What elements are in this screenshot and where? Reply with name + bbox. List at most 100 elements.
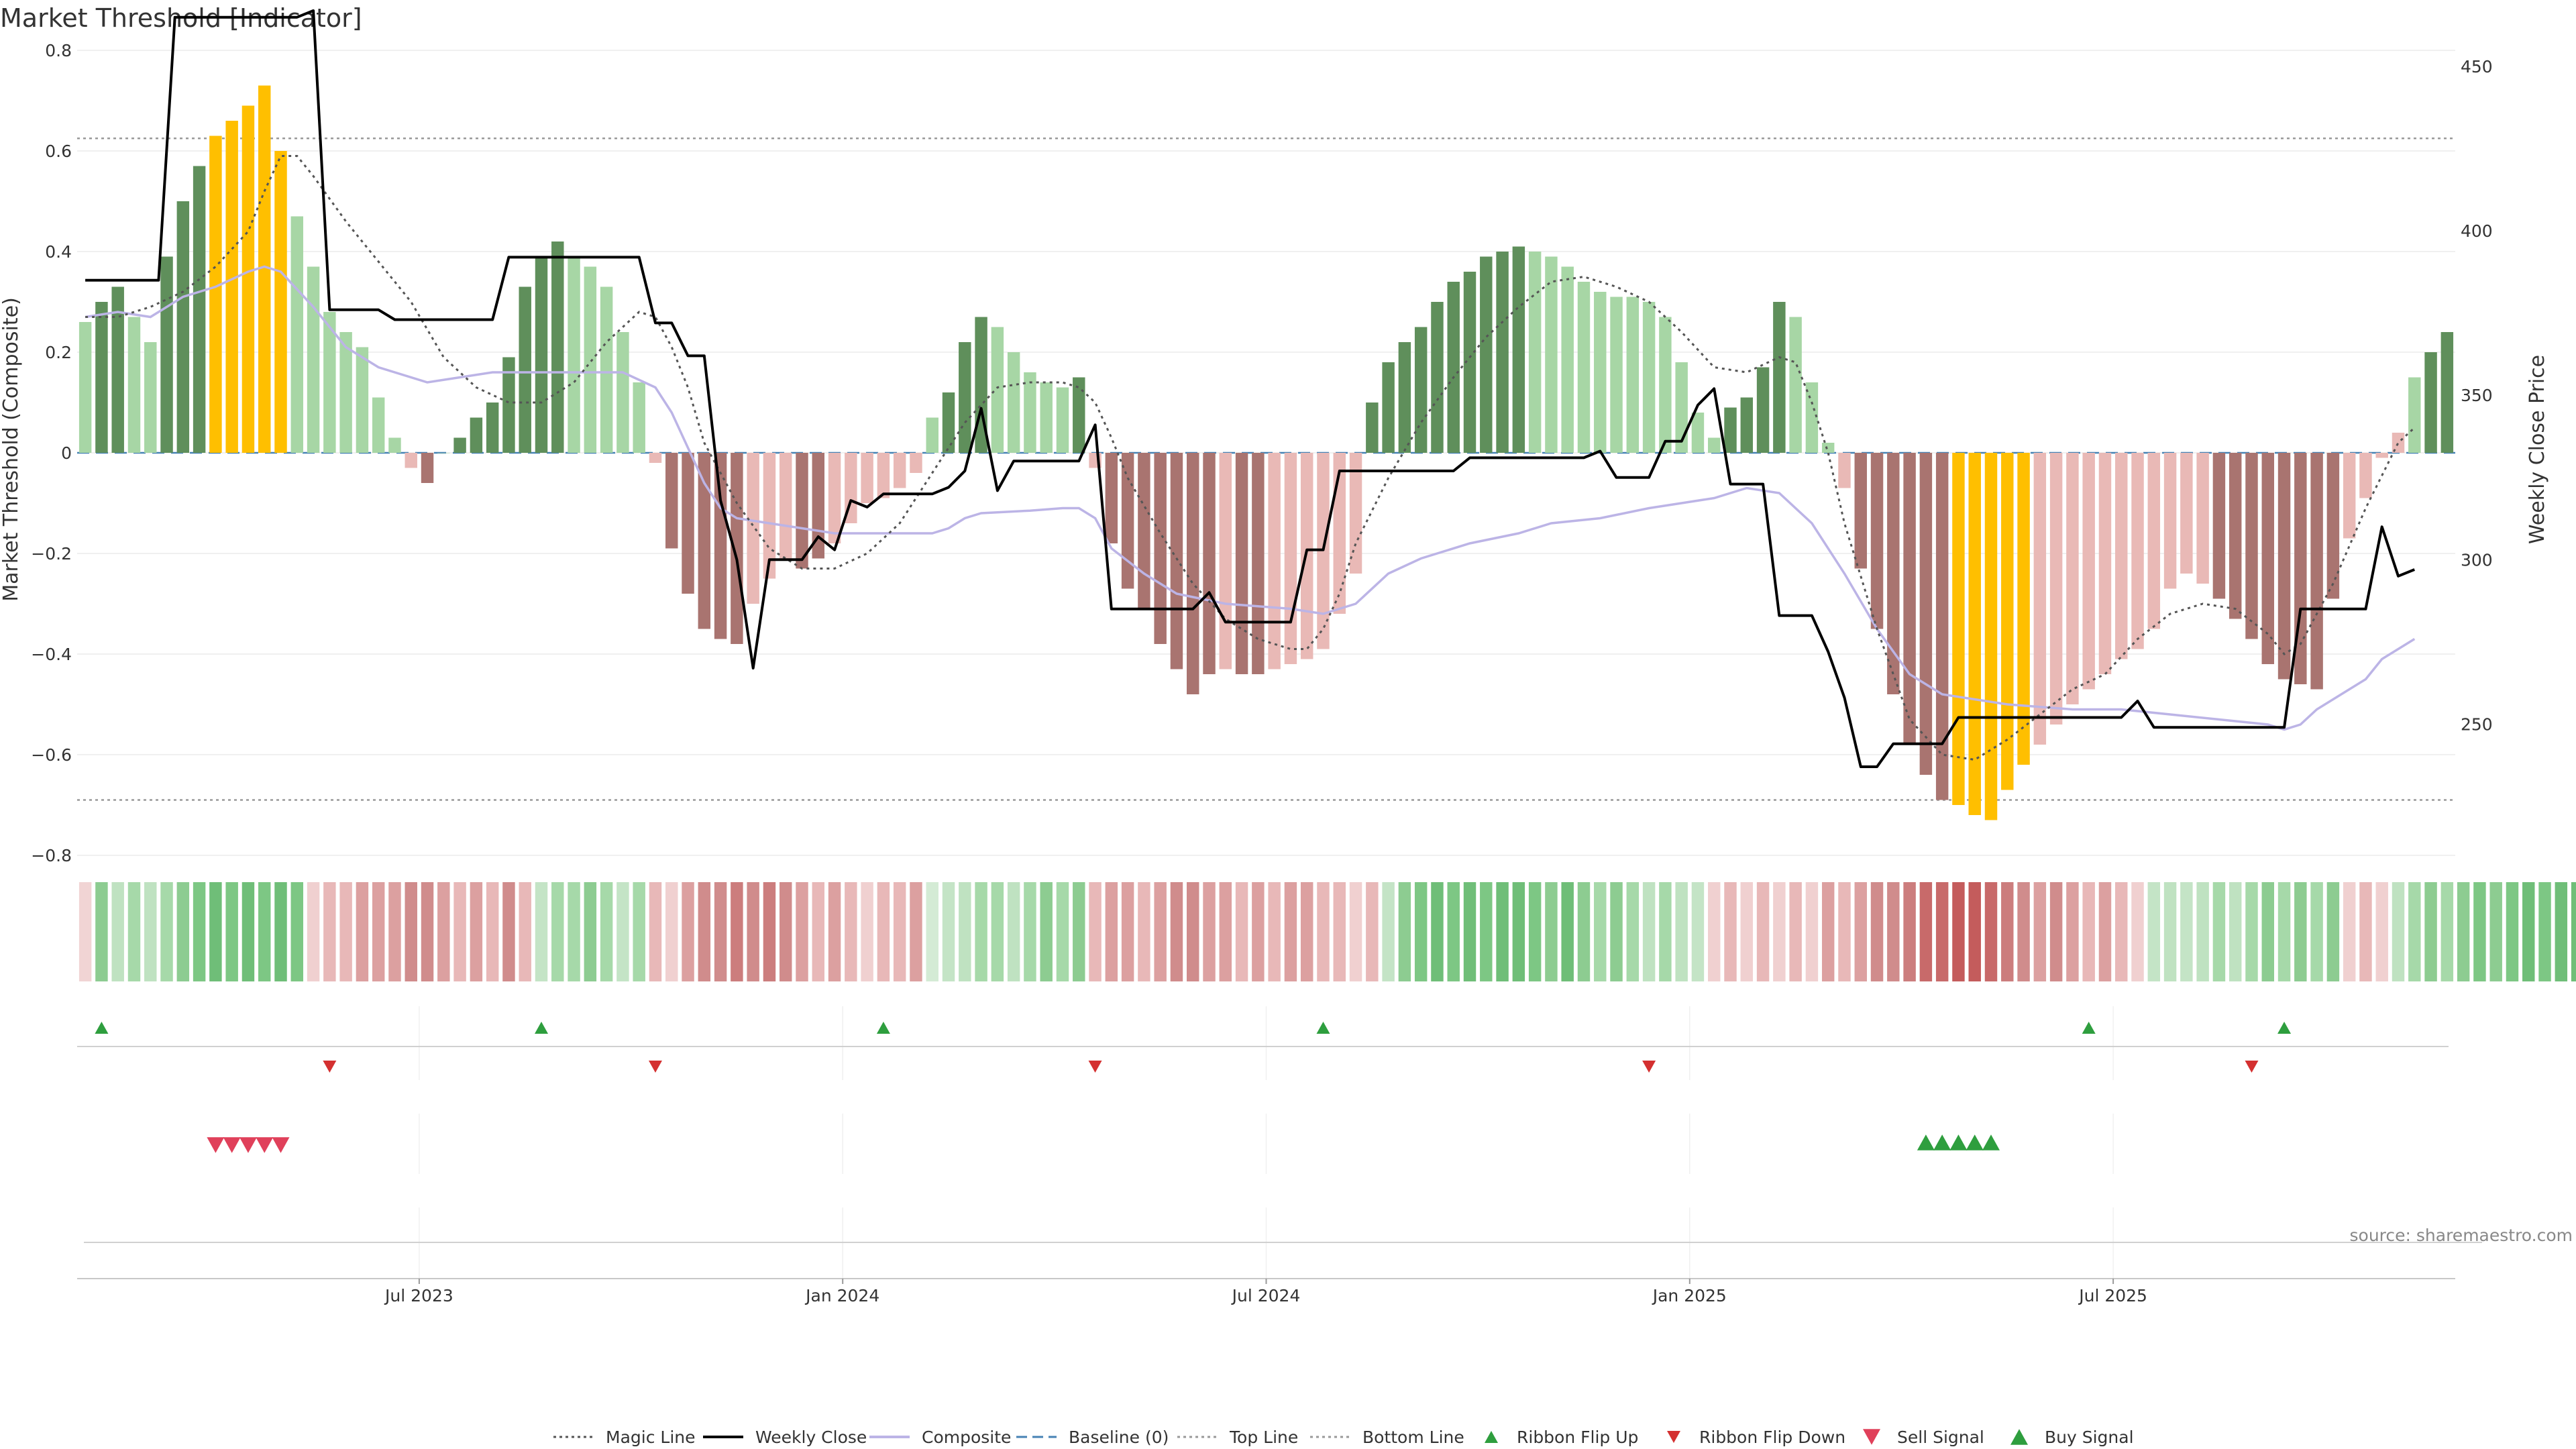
ribbon-cell [1870,882,1884,981]
ribbon-cell [388,882,401,981]
histogram-bar [1333,453,1346,614]
x-tick-label: Jan 2024 [804,1286,879,1305]
y-tick-label: −0.4 [31,645,72,664]
ribbon-cell [1447,882,1460,981]
histogram-bar [1414,327,1428,453]
histogram-bar [1968,453,1981,815]
y-tick-label: 0.4 [45,242,72,262]
ribbon-cell [486,882,499,981]
ribbon-cell [616,882,629,981]
grid-lines [77,50,2455,1278]
histogram-bar [779,453,792,559]
ribbon-cell [975,882,987,981]
ribbon-cell [1203,882,1216,981]
histogram-bar [1154,453,1167,644]
histogram-bar [2098,453,2112,674]
y-axis-label: Market Threshold (Composite) [0,297,23,602]
ribbon-cell [1610,882,1623,981]
histogram-bar [991,327,1004,453]
ribbon-cell [1480,882,1493,981]
histogram-bar [2196,453,2209,584]
composite-line [85,265,2416,731]
weekly-close-line [85,9,2416,768]
ribbon-cell [95,882,108,981]
histogram-bar [1870,453,1884,629]
ribbon-cell [2375,882,2388,981]
ribbon-cell [991,882,1004,981]
histogram-bar [1073,377,1085,453]
ribbon-cell [1073,882,1085,981]
ribbon-cell [2343,882,2356,981]
histogram-bar [486,402,499,453]
ribbon-cell [2538,882,2551,981]
histogram-bar [584,266,597,453]
ribbon-cell [1512,882,1525,981]
histogram-bar [959,342,971,453]
y2-tick-label: 300 [2461,550,2493,570]
legend: Magic Line Weekly Close Composite Baseline … [553,1428,2134,1447]
y-tick-label: 0.6 [45,142,72,161]
ribbon-cell [1317,882,1330,981]
legend-label: Ribbon Flip Up [1517,1428,1638,1447]
histogram-bar [1105,453,1118,543]
histogram-bar [1268,453,1281,669]
histogram-bar [209,136,222,453]
histogram-bar [600,286,613,453]
ribbon-cell [2066,882,2079,981]
histogram-bar [1935,453,1949,800]
legend-label: Magic Line [606,1428,696,1447]
histogram-bar [551,241,564,453]
ribbon-cell [649,882,662,981]
ribbon-cell [2147,882,2161,981]
ribbon-cell [959,882,971,981]
ribbon-cell [1170,882,1183,981]
ribbon-cell [2522,882,2535,981]
histogram-bar [1007,352,1020,453]
histogram-bar [2359,453,2372,498]
ribbon-cell [1821,882,1835,981]
ribbon-cell [1219,882,1232,981]
histogram-bar [1773,302,1786,453]
histogram-bar [2033,453,2047,745]
histogram-bar [1545,256,1558,453]
histogram-bar [763,453,776,579]
ribbon-cell [714,882,727,981]
ribbon-cell [1984,882,1998,981]
histogram-bar [926,417,938,453]
histogram-bar [2343,453,2356,539]
histogram-bar [2375,453,2388,458]
ribbon-cell [1919,882,1933,981]
histogram-bar [290,216,304,453]
ribbon-cell [910,882,922,981]
histogram-bar [1838,453,1851,488]
ribbon-cell [1594,882,1607,981]
ribbon-cell [1398,882,1411,981]
ribbon-cell [1024,882,1036,981]
legend-label: Top Line [1229,1428,1298,1447]
ribbon-cell [893,882,906,981]
histogram-bar [1463,272,1477,453]
ribbon-cell [111,882,124,981]
ribbon-cell [193,882,206,981]
ribbon-cell [2001,882,2014,981]
ribbon-cell [1707,882,1721,981]
ribbon-cell [2261,882,2274,981]
histogram-bar [2392,433,2405,453]
ribbon-flip-down-marker [2245,1061,2259,1073]
ribbon-cell [1528,882,1542,981]
histogram-bar [714,453,727,639]
ribbon-cell [2489,882,2502,981]
histogram-bar [2049,453,2063,724]
histogram-bar [1610,297,1623,453]
ribbon-cell [812,882,825,981]
ribbon-cell [682,882,694,981]
ribbon-cell [1577,882,1591,981]
histogram-bar [307,266,320,453]
legend-label: Ribbon Flip Down [1699,1428,1845,1447]
legend-swatch [1863,1429,1880,1445]
histogram-bar [2017,453,2030,765]
ribbon-cell [339,882,352,981]
ribbon-cell [2408,882,2421,981]
histogram-bar [1366,402,1379,453]
ribbon-cell [1724,882,1737,981]
